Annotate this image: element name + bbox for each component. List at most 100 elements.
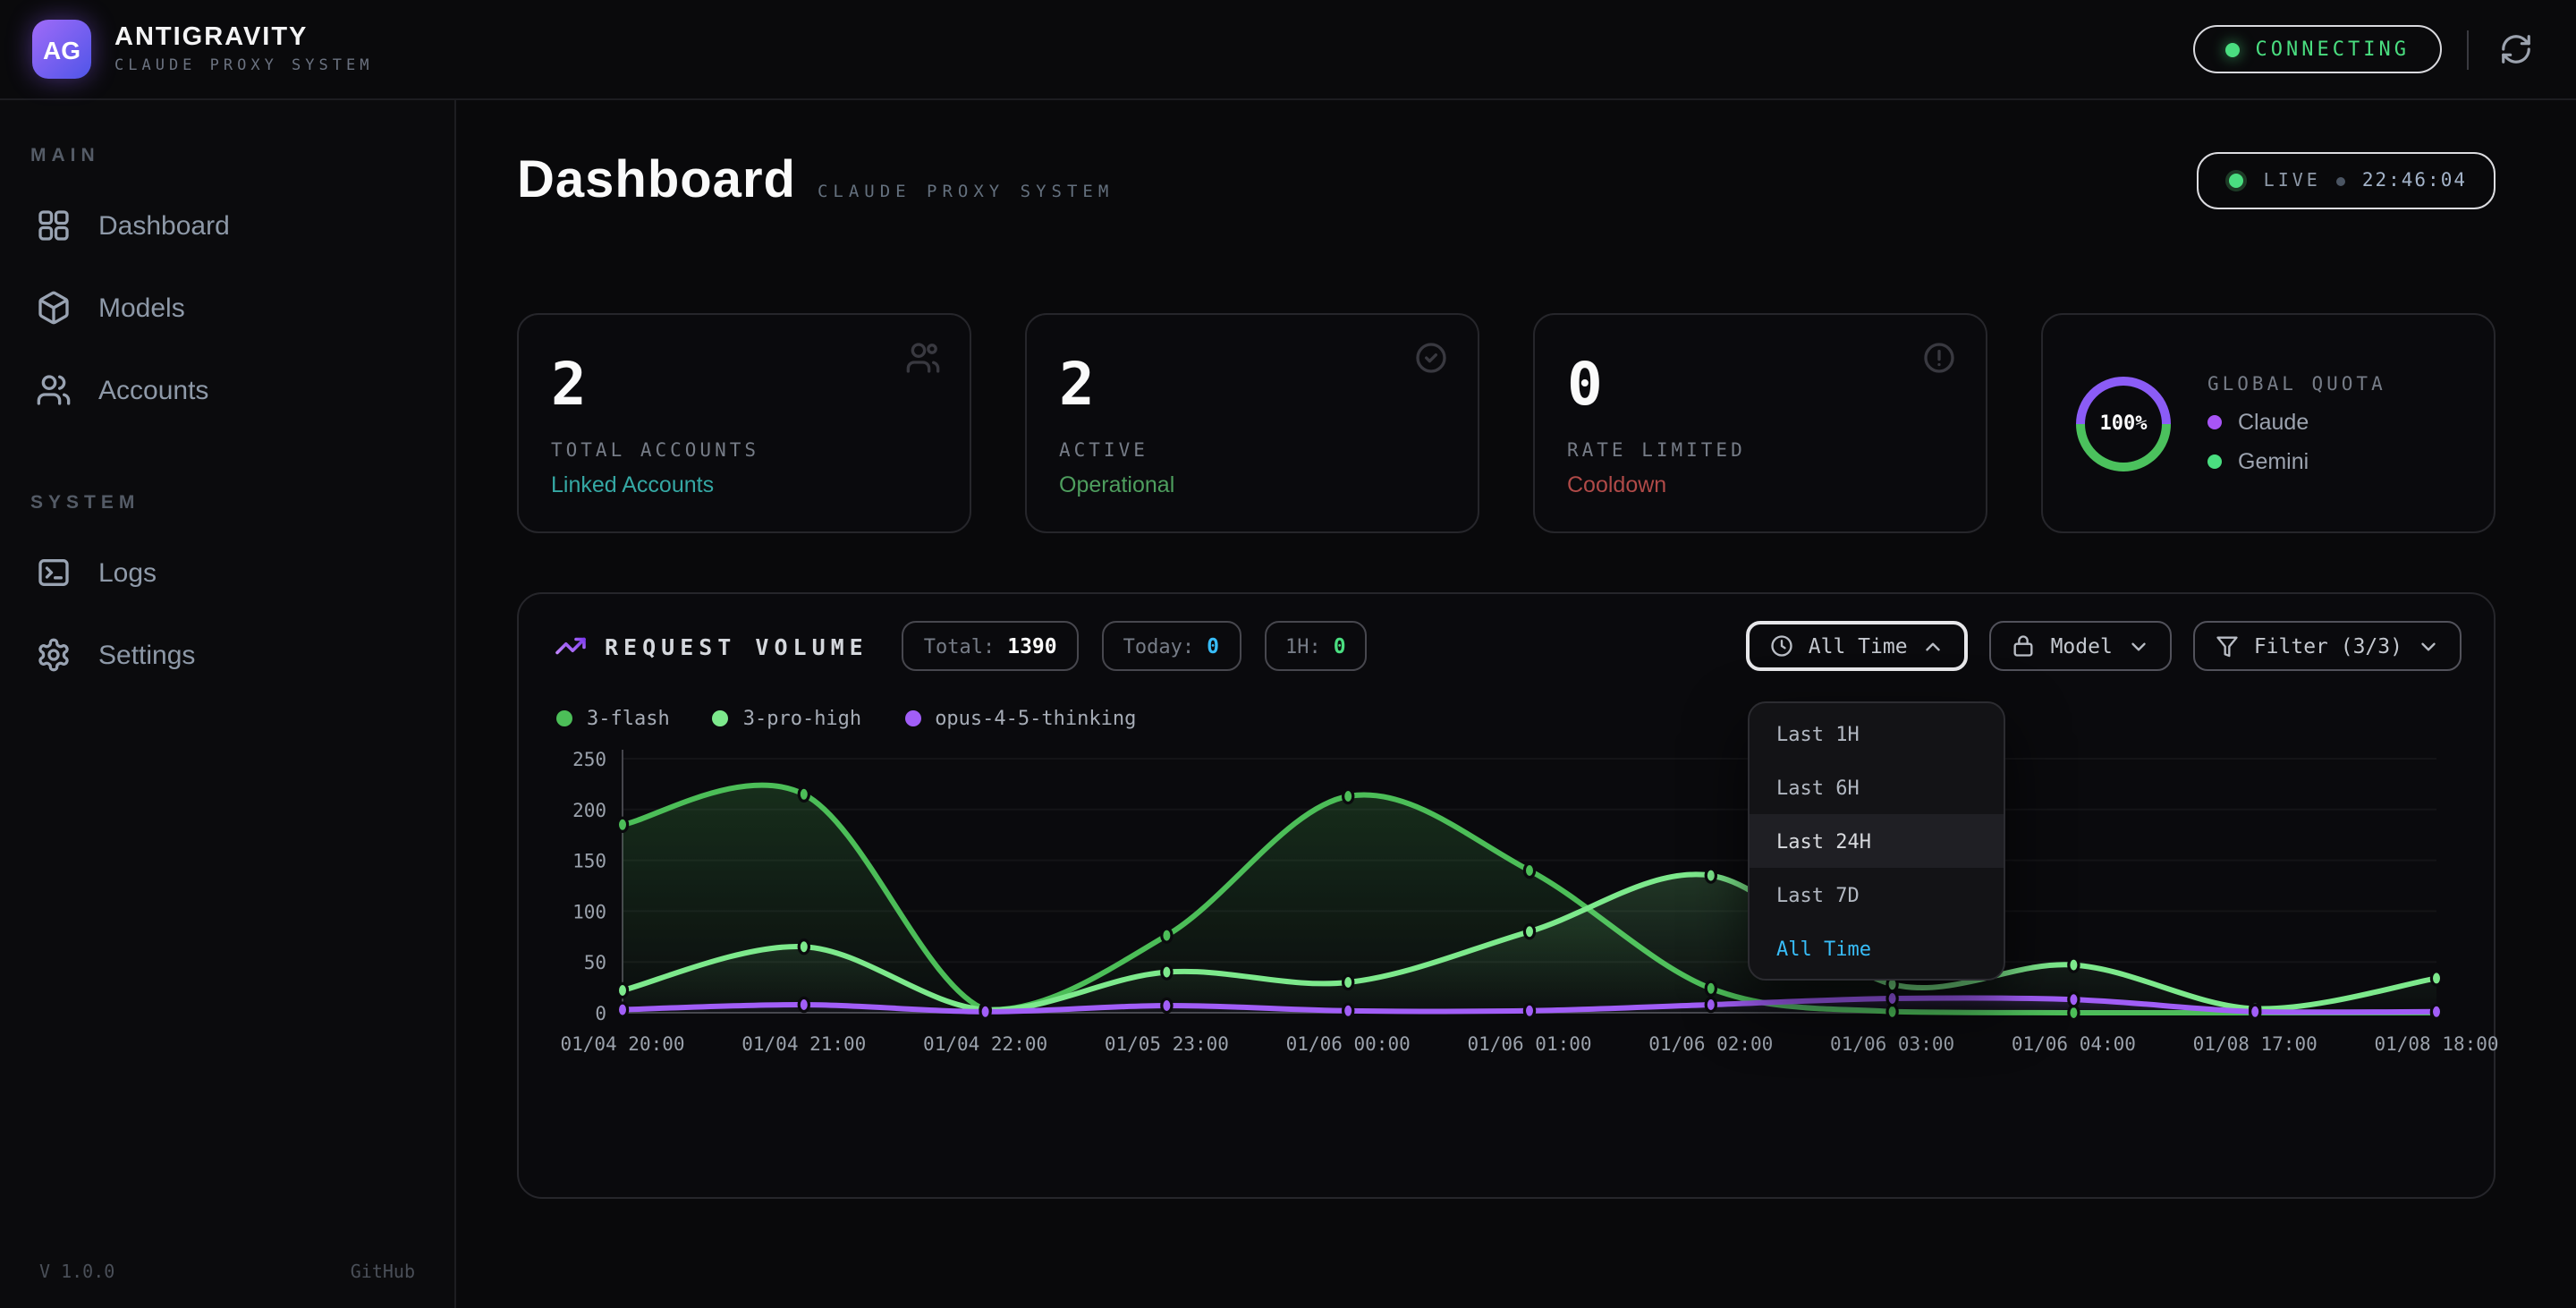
stat-sub: Cooldown [1567, 472, 1953, 497]
sidebar-section-main: MAIN [30, 145, 454, 166]
svg-text:50: 50 [584, 952, 606, 973]
sidebar: MAIN Dashboard Models [0, 98, 456, 1308]
dropdown-item-last-7d[interactable]: Last 7D [1750, 868, 2004, 922]
refresh-button[interactable] [2494, 28, 2537, 71]
dropdown-item-last-24h[interactable]: Last 24H [1750, 814, 2004, 868]
gemini-dot [2207, 454, 2222, 468]
stat-value: 0 [1567, 354, 1953, 413]
quota-percent: 100% [2072, 371, 2175, 475]
page-title: Dashboard [517, 152, 796, 211]
svg-text:01/04 21:00: 01/04 21:00 [741, 1033, 866, 1055]
chart-area: 05010015020025001/04 20:0001/04 21:0001/… [519, 730, 2494, 1086]
stat-card-total-accounts: 2 TOTAL ACCOUNTS Linked Accounts [517, 313, 971, 533]
chart-legend: 3-flash 3-pro-high opus-4-5-thinking [556, 707, 2494, 730]
legend-item-3-pro-high: 3-pro-high [713, 707, 861, 730]
page-subtitle: CLAUDE PROXY SYSTEM [818, 183, 1114, 202]
sidebar-section-system: SYSTEM [30, 492, 454, 514]
legend-item-3-flash: 3-flash [556, 707, 670, 730]
live-dot [2226, 170, 2248, 191]
version-label: V 1.0.0 [39, 1263, 114, 1283]
sidebar-item-dashboard[interactable]: Dashboard [0, 184, 454, 267]
sidebar-item-accounts[interactable]: Accounts [0, 349, 454, 431]
model-dropdown-button[interactable]: Model [1990, 621, 2172, 671]
time-range-dropdown-menu: Last 1H Last 6H Last 24H Last 7D All Tim… [1748, 701, 2005, 981]
stat-label: RATE LIMITED [1567, 440, 1953, 462]
gear-icon [36, 637, 72, 673]
divider [2467, 30, 2469, 69]
clock-text: 22:46:04 [2362, 170, 2467, 191]
stat-sub: Linked Accounts [551, 472, 937, 497]
app-logo: AG [32, 20, 91, 79]
sidebar-item-label: Logs [98, 557, 157, 588]
dropdown-item-all-time[interactable]: All Time [1750, 922, 2004, 975]
clock-icon [1769, 633, 1794, 658]
status-dot [2225, 42, 2240, 56]
sidebar-item-label: Settings [98, 640, 195, 670]
github-link[interactable]: GitHub [351, 1263, 415, 1283]
terminal-icon [36, 555, 72, 590]
legend-label: 3-pro-high [743, 707, 861, 730]
stat-cards-row: 2 TOTAL ACCOUNTS Linked Accounts 2 ACTIV… [517, 313, 2496, 533]
lock-icon [2012, 633, 2037, 658]
time-range-dropdown-button[interactable]: All Time [1746, 621, 1969, 671]
sidebar-item-label: Models [98, 293, 185, 323]
topbar: AG ANTIGRAVITY CLAUDE PROXY SYSTEM CONNE… [0, 0, 2576, 100]
svg-text:200: 200 [572, 800, 606, 821]
users-icon [905, 340, 941, 385]
total-badge: Total: 1390 [902, 621, 1079, 671]
dropdown-item-last-6h[interactable]: Last 6H [1750, 760, 2004, 814]
legend-label: 3-flash [587, 707, 670, 730]
sidebar-item-models[interactable]: Models [0, 267, 454, 349]
quota-legend-claude: Claude [2207, 409, 2386, 434]
stat-label: TOTAL ACCOUNTS [551, 440, 937, 462]
filter-dropdown-button[interactable]: Filter (3/3) [2193, 621, 2462, 671]
users-icon [36, 372, 72, 408]
stat-label: ACTIVE [1059, 440, 1445, 462]
panel-title: REQUEST VOLUME [555, 630, 869, 662]
svg-text:150: 150 [572, 851, 606, 872]
funnel-icon [2215, 633, 2240, 658]
app-subtitle: CLAUDE PROXY SYSTEM [114, 57, 373, 75]
svg-text:01/04 20:00: 01/04 20:00 [560, 1033, 684, 1055]
chevron-down-icon [2127, 634, 2150, 658]
svg-text:01/04 22:00: 01/04 22:00 [923, 1033, 1047, 1055]
stat-card-global-quota: 100% GLOBAL QUOTA Claude Gemini [2041, 313, 2496, 533]
chevron-up-icon [1922, 634, 1945, 658]
svg-text:01/06 03:00: 01/06 03:00 [1830, 1033, 1954, 1055]
stat-card-active: 2 ACTIVE Operational [1025, 313, 1479, 533]
sidebar-footer: V 1.0.0 GitHub [0, 1263, 454, 1283]
app-title: ANTIGRAVITY [114, 23, 373, 52]
sidebar-item-logs[interactable]: Logs [0, 531, 454, 614]
grid-icon [36, 208, 72, 243]
legend-item-opus-4-5-thinking: opus-4-5-thinking [904, 707, 1136, 730]
main-content: Dashboard CLAUDE PROXY SYSTEM LIVE 22:46… [456, 98, 2576, 1308]
refresh-icon [2498, 32, 2532, 66]
cube-icon [36, 290, 72, 326]
app-root: AG ANTIGRAVITY CLAUDE PROXY SYSTEM CONNE… [0, 0, 2576, 1308]
stat-label: GLOBAL QUOTA [2207, 373, 2386, 395]
stat-sub: Operational [1059, 472, 1445, 497]
one-hour-badge: 1H: 0 [1264, 621, 1368, 671]
brand: ANTIGRAVITY CLAUDE PROXY SYSTEM [114, 23, 373, 75]
legend-dot [713, 710, 729, 726]
sidebar-item-settings[interactable]: Settings [0, 614, 454, 696]
live-status-badge: LIVE 22:46:04 [2198, 152, 2496, 209]
svg-text:01/06 02:00: 01/06 02:00 [1648, 1033, 1773, 1055]
stat-value: 2 [1059, 354, 1445, 413]
alert-circle-icon [1921, 340, 1957, 385]
stat-value: 2 [551, 354, 937, 413]
sidebar-item-label: Dashboard [98, 210, 230, 241]
svg-text:100: 100 [572, 901, 606, 922]
connection-status-text: CONNECTING [2256, 38, 2410, 61]
svg-text:0: 0 [595, 1003, 606, 1024]
svg-text:01/08 18:00: 01/08 18:00 [2374, 1033, 2498, 1055]
stat-card-rate-limited: 0 RATE LIMITED Cooldown [1533, 313, 1987, 533]
svg-text:01/06 00:00: 01/06 00:00 [1286, 1033, 1411, 1055]
dropdown-item-last-1h[interactable]: Last 1H [1750, 707, 2004, 760]
live-label: LIVE [2264, 171, 2321, 191]
claude-dot [2207, 414, 2222, 429]
request-volume-chart: 05010015020025001/04 20:0001/04 21:0001/… [555, 744, 2462, 1077]
svg-text:01/05 23:00: 01/05 23:00 [1105, 1033, 1229, 1055]
quota-legend-gemini: Gemini [2207, 448, 2386, 473]
quota-ring: 100% [2072, 371, 2175, 475]
